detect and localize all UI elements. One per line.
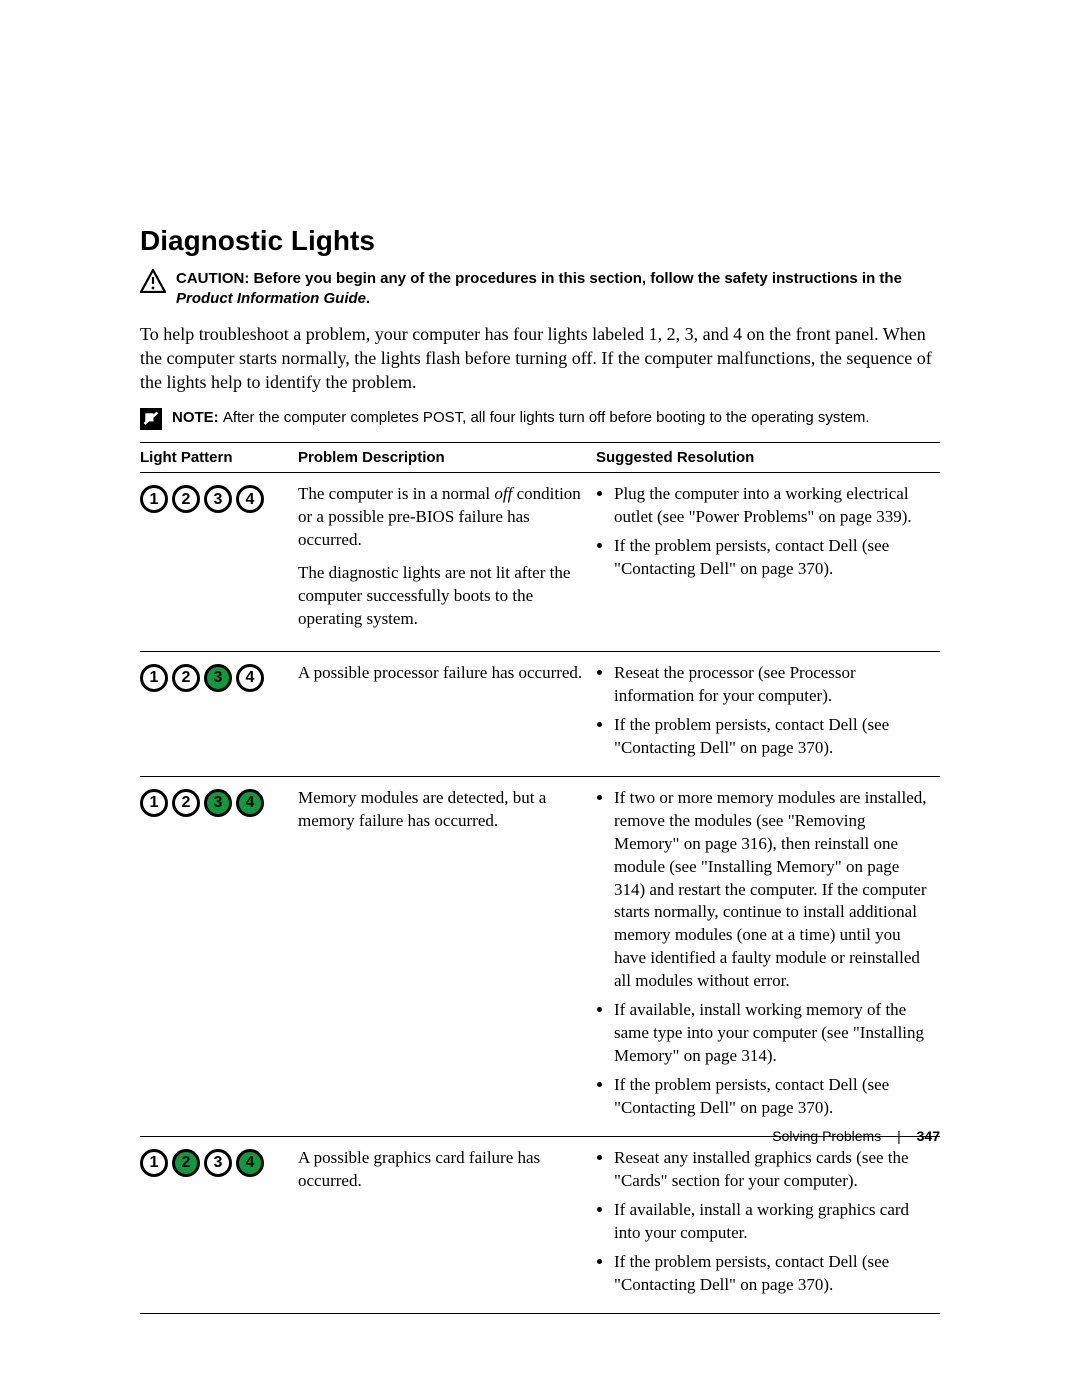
resolution-list: If two or more memory modules are instal… [596, 787, 932, 1120]
problem-text: Memory modules are detected, but a memor… [298, 787, 588, 833]
problem-text: A possible processor failure has occurre… [298, 662, 588, 685]
note-label: NOTE: [172, 409, 223, 426]
light-pattern: 1234 [140, 787, 290, 817]
diagnostic-table: Light Pattern Problem Description Sugges… [140, 442, 940, 1313]
cell-resolution: If two or more memory modules are instal… [596, 776, 940, 1136]
light-pattern: 1234 [140, 662, 290, 692]
diagnostic-light-icon: 3 [204, 664, 232, 692]
light-pattern: 1234 [140, 1147, 290, 1177]
caution-text: CAUTION: Before you begin any of the pro… [176, 269, 940, 310]
page-footer: Solving Problems | 347 [140, 1128, 940, 1144]
cell-problem: Memory modules are detected, but a memor… [298, 776, 596, 1136]
light-pattern: 1234 [140, 483, 290, 513]
caution-block: CAUTION: Before you begin any of the pro… [140, 269, 940, 310]
caution-product-info: Product Information Guide [176, 290, 366, 307]
diagnostic-light-icon: 1 [140, 1149, 168, 1177]
diagnostic-light-icon: 3 [204, 789, 232, 817]
resolution-item: Reseat the processor (see Processor info… [614, 662, 932, 708]
resolution-item: If two or more memory modules are instal… [614, 787, 932, 993]
caution-body-after: . [366, 290, 370, 307]
cell-problem: A possible processor failure has occurre… [298, 652, 596, 777]
note-text: NOTE: After the computer completes POST,… [172, 408, 870, 428]
resolution-item: If available, install a working graphics… [614, 1199, 932, 1245]
intro-paragraph: To help troubleshoot a problem, your com… [140, 322, 940, 395]
note-body: After the computer completes POST, all f… [223, 409, 870, 426]
footer-separator: | [897, 1128, 901, 1144]
cell-light-pattern: 1234 [140, 473, 298, 652]
diagnostic-light-icon: 4 [236, 664, 264, 692]
diagnostic-light-icon: 4 [236, 485, 264, 513]
note-block: NOTE: After the computer completes POST,… [140, 408, 940, 430]
caution-body-before: Before you begin any of the procedures i… [254, 270, 902, 287]
diagnostic-light-icon: 2 [172, 789, 200, 817]
resolution-item: If the problem persists, contact Dell (s… [614, 714, 932, 760]
table-row: 1234 Memory modules are detected, but a m… [140, 776, 940, 1136]
diagnostic-light-icon: 4 [236, 789, 264, 817]
resolution-list: Reseat any installed graphics cards (see… [596, 1147, 932, 1297]
table-row: 1234 A possible processor failure has occ… [140, 652, 940, 777]
diagnostic-light-icon: 1 [140, 789, 168, 817]
problem-text: The diagnostic lights are not lit after … [298, 562, 588, 631]
table-row: 1234 A possible graphics card failure has… [140, 1136, 940, 1313]
diagnostic-light-icon: 3 [204, 485, 232, 513]
th-problem: Problem Description [298, 443, 596, 473]
th-pattern: Light Pattern [140, 443, 298, 473]
resolution-item: If available, install working memory of … [614, 999, 932, 1068]
diagnostic-light-icon: 4 [236, 1149, 264, 1177]
resolution-item: If the problem persists, contact Dell (s… [614, 1074, 932, 1120]
caution-label: CAUTION: [176, 270, 254, 287]
problem-text: A possible graphics card failure has occ… [298, 1147, 588, 1193]
diagnostic-light-icon: 1 [140, 485, 168, 513]
cell-light-pattern: 1234 [140, 652, 298, 777]
cell-resolution: Plug the computer into a working electri… [596, 473, 940, 652]
diagnostic-light-icon: 2 [172, 485, 200, 513]
diagnostic-light-icon: 2 [172, 664, 200, 692]
resolution-list: Reseat the processor (see Processor info… [596, 662, 932, 760]
resolution-item: If the problem persists, contact Dell (s… [614, 535, 932, 581]
cell-problem: A possible graphics card failure has occ… [298, 1136, 596, 1313]
cell-resolution: Reseat the processor (see Processor info… [596, 652, 940, 777]
resolution-list: Plug the computer into a working electri… [596, 483, 932, 581]
cell-problem: The computer is in a normal off conditio… [298, 473, 596, 652]
caution-icon [140, 269, 166, 293]
footer-page-number: 347 [917, 1128, 940, 1144]
diagnostic-light-icon: 2 [172, 1149, 200, 1177]
cell-resolution: Reseat any installed graphics cards (see… [596, 1136, 940, 1313]
resolution-item: Plug the computer into a working electri… [614, 483, 932, 529]
problem-text: The computer is in a normal off conditio… [298, 483, 588, 552]
diagnostic-light-icon: 3 [204, 1149, 232, 1177]
resolution-item: Reseat any installed graphics cards (see… [614, 1147, 932, 1193]
th-resolution: Suggested Resolution [596, 443, 940, 473]
cell-light-pattern: 1234 [140, 1136, 298, 1313]
note-icon [140, 408, 162, 430]
cell-light-pattern: 1234 [140, 776, 298, 1136]
footer-section: Solving Problems [772, 1128, 881, 1144]
page-heading: Diagnostic Lights [140, 225, 940, 257]
table-row: 1234 The computer is in a normal off cond… [140, 473, 940, 652]
diagnostic-light-icon: 1 [140, 664, 168, 692]
resolution-item: If the problem persists, contact Dell (s… [614, 1251, 932, 1297]
